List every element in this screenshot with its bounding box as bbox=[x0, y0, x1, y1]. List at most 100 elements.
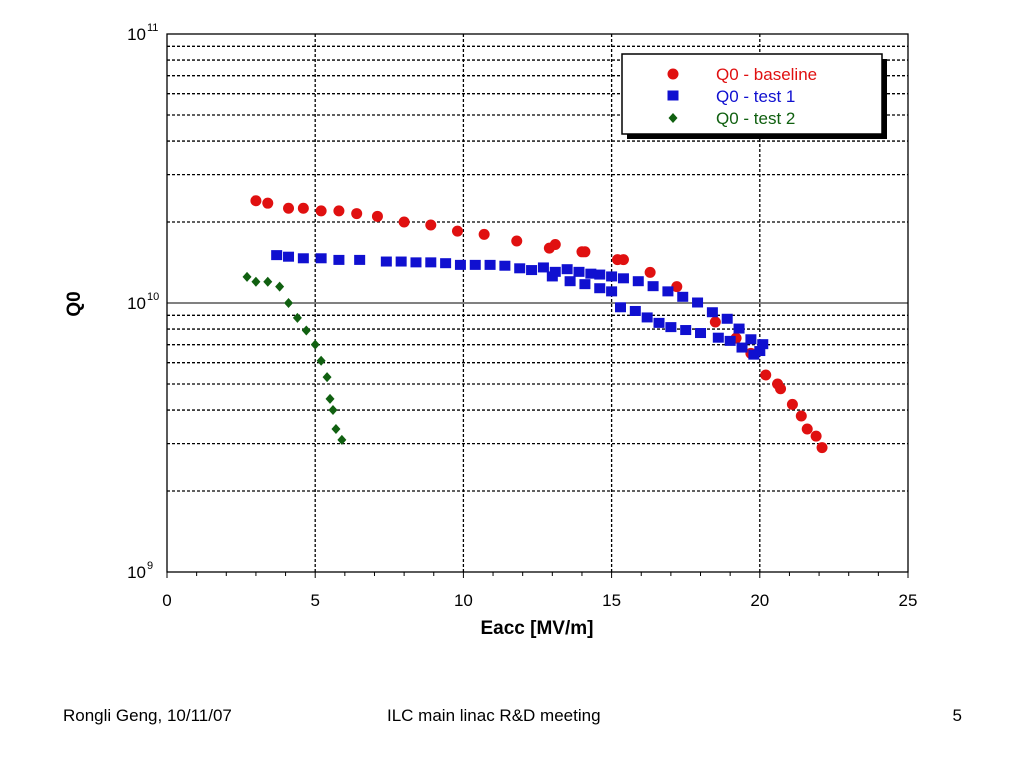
x-tick-label: 15 bbox=[602, 591, 621, 610]
data-point bbox=[579, 279, 591, 290]
data-point bbox=[644, 266, 656, 278]
data-point bbox=[297, 202, 309, 214]
data-point bbox=[677, 291, 689, 302]
plot-frame bbox=[166, 33, 909, 573]
data-point bbox=[454, 259, 466, 270]
data-point bbox=[315, 205, 327, 217]
data-point bbox=[283, 202, 295, 214]
data-point bbox=[594, 283, 606, 294]
data-point bbox=[606, 271, 618, 282]
data-point bbox=[775, 383, 787, 395]
data-point bbox=[499, 260, 511, 271]
data-point bbox=[292, 312, 302, 323]
data-point bbox=[440, 258, 452, 269]
series-3 bbox=[242, 271, 347, 445]
data-point bbox=[795, 410, 807, 422]
data-point bbox=[671, 281, 683, 293]
data-point bbox=[546, 271, 558, 282]
data-point bbox=[549, 238, 561, 250]
data-point bbox=[284, 298, 294, 308]
data-point bbox=[315, 253, 327, 264]
data-point bbox=[662, 286, 674, 297]
data-point bbox=[322, 372, 332, 383]
data-point bbox=[706, 307, 718, 318]
x-tick-label: 5 bbox=[310, 591, 319, 610]
data-point bbox=[333, 205, 345, 217]
data-point bbox=[712, 332, 724, 343]
data-point bbox=[564, 276, 576, 287]
data-point bbox=[721, 313, 733, 324]
data-point bbox=[271, 250, 283, 261]
data-point bbox=[275, 281, 285, 292]
data-point bbox=[724, 335, 736, 346]
data-point bbox=[354, 254, 366, 265]
data-point bbox=[709, 316, 721, 328]
x-tick-label: 25 bbox=[899, 591, 918, 610]
data-point bbox=[425, 257, 437, 268]
data-point bbox=[410, 257, 422, 268]
data-point bbox=[561, 264, 573, 275]
footer-page-number: 5 bbox=[952, 706, 962, 725]
data-point bbox=[733, 323, 745, 334]
series-1 bbox=[250, 195, 828, 454]
data-point bbox=[351, 208, 363, 220]
data-point bbox=[325, 393, 335, 404]
data-point bbox=[451, 225, 463, 237]
data-point bbox=[748, 349, 760, 360]
legend: Q0 - baseline Q0 - test 1 Q0 - test 2 bbox=[621, 53, 887, 139]
data-point bbox=[695, 328, 707, 339]
x-axis-ticks: 0 5 10 15 20 25 bbox=[162, 572, 917, 610]
data-point bbox=[692, 297, 704, 308]
y-tick-label: 10 bbox=[127, 294, 146, 313]
data-point bbox=[653, 317, 665, 328]
data-point bbox=[283, 251, 295, 262]
y-tick-label: 10 bbox=[127, 25, 146, 44]
legend-box bbox=[621, 53, 883, 135]
legend-label: Q0 - baseline bbox=[716, 65, 817, 84]
data-point bbox=[328, 405, 338, 416]
data-point bbox=[647, 281, 659, 292]
legend-label: Q0 - test 1 bbox=[716, 87, 795, 106]
data-point bbox=[680, 325, 692, 336]
data-point bbox=[514, 263, 526, 274]
data-point bbox=[594, 269, 606, 280]
data-point bbox=[816, 442, 828, 454]
data-point bbox=[242, 271, 252, 282]
data-point bbox=[606, 286, 618, 297]
y-axis-label: Q0 bbox=[64, 291, 85, 316]
data-point bbox=[760, 369, 772, 381]
data-point bbox=[316, 355, 326, 366]
data-point bbox=[617, 254, 629, 266]
data-point bbox=[333, 254, 345, 265]
data-point bbox=[425, 219, 437, 231]
footer-author-date: Rongli Geng, 10/11/07 bbox=[63, 706, 232, 725]
legend-marker bbox=[668, 113, 678, 123]
data-point bbox=[380, 256, 392, 267]
data-point bbox=[371, 210, 383, 222]
data-point bbox=[395, 256, 407, 267]
data-point bbox=[614, 302, 626, 313]
footer-meeting-title: ILC main linac R&D meeting bbox=[387, 706, 601, 725]
data-point bbox=[754, 346, 766, 357]
legend-label: Q0 - test 2 bbox=[716, 109, 795, 128]
data-point bbox=[745, 334, 757, 345]
data-point bbox=[262, 197, 274, 209]
data-point bbox=[617, 273, 629, 284]
data-point bbox=[301, 325, 311, 336]
series-2 bbox=[271, 250, 769, 360]
data-point bbox=[310, 339, 320, 350]
data-point bbox=[250, 195, 262, 207]
data-point bbox=[297, 253, 309, 264]
data-point bbox=[398, 216, 410, 228]
legend-marker bbox=[667, 90, 679, 101]
y-tick-exponent: 10 bbox=[147, 291, 159, 303]
data-point bbox=[665, 322, 677, 333]
data-point bbox=[585, 268, 597, 279]
y-tick-exponent: 11 bbox=[147, 22, 158, 34]
data-point bbox=[629, 305, 641, 316]
data-point bbox=[641, 312, 653, 323]
data-point bbox=[579, 246, 591, 258]
data-point bbox=[337, 434, 347, 445]
